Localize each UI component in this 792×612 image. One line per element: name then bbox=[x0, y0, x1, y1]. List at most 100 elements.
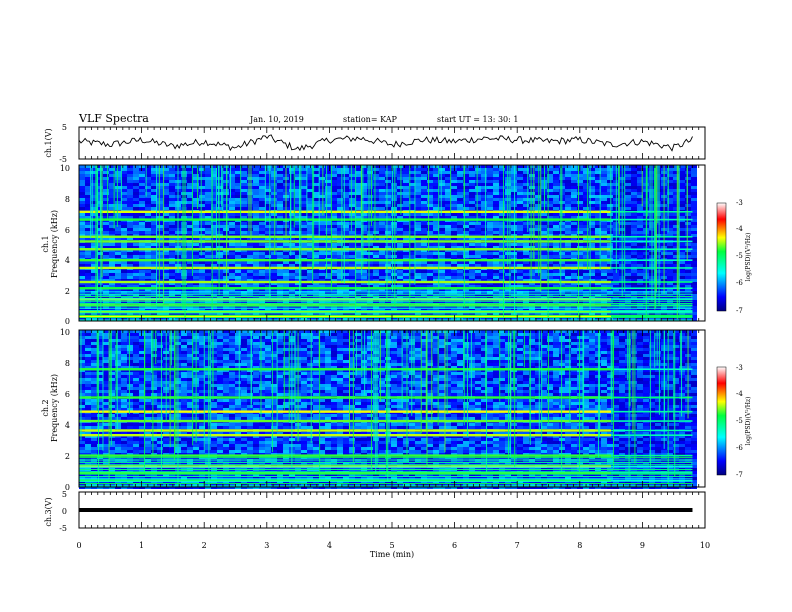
spectrogram-cell bbox=[97, 165, 103, 168]
spectrogram-cell bbox=[277, 270, 283, 273]
spectrogram-cell bbox=[127, 249, 133, 252]
spectrogram-cell bbox=[535, 237, 541, 240]
spectrogram-cell bbox=[163, 168, 169, 171]
spectrogram-cell bbox=[133, 261, 139, 264]
spectrogram-cell bbox=[247, 171, 253, 174]
spectrogram-cell bbox=[283, 261, 289, 264]
spectrogram-cell bbox=[133, 276, 139, 279]
spectrogram-cell bbox=[523, 201, 529, 204]
spectrogram-cell bbox=[277, 306, 283, 309]
spectrogram-cell bbox=[583, 180, 589, 183]
spectrogram-cell bbox=[595, 198, 601, 201]
spectrogram-cell bbox=[409, 168, 415, 171]
spectrogram-cell bbox=[481, 276, 487, 279]
spectrogram-cell bbox=[415, 291, 421, 294]
spectrogram-cell bbox=[295, 189, 301, 192]
spectrogram-cell bbox=[445, 231, 451, 234]
spectrogram-cell bbox=[457, 198, 463, 201]
spectrogram-cell bbox=[601, 192, 607, 195]
spectrogram-cell bbox=[457, 285, 463, 288]
spectrogram-cell bbox=[463, 225, 469, 228]
spectrogram-cell bbox=[133, 246, 139, 249]
spectrogram-cell bbox=[109, 222, 115, 225]
spectrogram-cell bbox=[247, 183, 253, 186]
spectrogram-cell bbox=[127, 255, 133, 258]
spectrogram-cell bbox=[403, 174, 409, 177]
spectrogram-cell bbox=[379, 291, 385, 294]
spectrogram-cell bbox=[163, 282, 169, 285]
spectrogram-cell bbox=[85, 306, 91, 309]
spectrogram-cell bbox=[541, 189, 547, 192]
spectrogram-cell bbox=[499, 264, 505, 267]
spectrogram-cell bbox=[535, 291, 541, 294]
spectrogram-cell bbox=[121, 195, 127, 198]
spectrogram-cell bbox=[457, 225, 463, 228]
spectrogram-cell bbox=[529, 225, 535, 228]
spectrogram-cell bbox=[181, 312, 187, 315]
spectrogram-cell bbox=[307, 306, 313, 309]
spectrogram-cell bbox=[217, 294, 223, 297]
spectrogram-cell bbox=[541, 255, 547, 258]
spectrogram-cell bbox=[463, 198, 469, 201]
spectrogram-cell bbox=[541, 288, 547, 291]
spectrogram-cell bbox=[241, 225, 247, 228]
spectrogram-cell bbox=[229, 192, 235, 195]
spectrogram-cell bbox=[121, 291, 127, 294]
spectrogram-cell bbox=[481, 252, 487, 255]
spectrogram-cell bbox=[613, 282, 619, 285]
spectrogram-cell bbox=[397, 252, 403, 255]
spectrogram-cell bbox=[367, 195, 373, 198]
spectrogram-cell bbox=[289, 246, 295, 249]
spectrogram-cell bbox=[289, 282, 295, 285]
spectrogram-cell bbox=[223, 171, 229, 174]
spectrogram-cell bbox=[145, 261, 151, 264]
spectrogram-cell bbox=[139, 282, 145, 285]
spectrogram-cell bbox=[379, 207, 385, 210]
spectrogram-cell bbox=[493, 291, 499, 294]
spectrogram-cell bbox=[253, 195, 259, 198]
spectrogram-cell bbox=[511, 288, 517, 291]
spectrogram-cell bbox=[625, 183, 631, 186]
spectrogram-cell bbox=[157, 201, 163, 204]
spectrogram-cell bbox=[223, 186, 229, 189]
spectrogram-cell bbox=[553, 201, 559, 204]
spectrogram-cell bbox=[451, 264, 457, 267]
spectrogram-cell bbox=[283, 264, 289, 267]
spectrogram-cell bbox=[277, 228, 283, 231]
spectrogram-cell bbox=[139, 198, 145, 201]
spectrogram-cell bbox=[205, 288, 211, 291]
spectrogram-cell bbox=[91, 276, 97, 279]
spectrogram-cell bbox=[307, 312, 313, 315]
spectrogram-cell bbox=[211, 273, 217, 276]
spectrogram-cell bbox=[361, 264, 367, 267]
spectrogram-cell bbox=[271, 249, 277, 252]
spectrogram-cell bbox=[595, 246, 601, 249]
spectrogram-cell bbox=[265, 171, 271, 174]
spectrogram-cell bbox=[409, 243, 415, 246]
spectrogram-cell bbox=[163, 192, 169, 195]
spectrogram-cell bbox=[229, 270, 235, 273]
spectrogram-cell bbox=[415, 264, 421, 267]
spectrogram-cell bbox=[103, 294, 109, 297]
spectrogram-cell bbox=[325, 306, 331, 309]
spectrogram-cell bbox=[445, 261, 451, 264]
spectrogram-cell bbox=[379, 171, 385, 174]
spectrogram-cell bbox=[409, 201, 415, 204]
spectrogram-cell bbox=[163, 306, 169, 309]
spectrogram-cell bbox=[205, 180, 211, 183]
spectrogram-cell bbox=[445, 306, 451, 309]
spectrogram-cell bbox=[271, 264, 277, 267]
spectrogram-cell bbox=[301, 213, 307, 216]
spectrogram-cell bbox=[337, 216, 343, 219]
spectrogram-cell bbox=[325, 261, 331, 264]
spectrogram-cell bbox=[145, 180, 151, 183]
spectrogram-cell bbox=[259, 288, 265, 291]
spectrogram-cell bbox=[79, 306, 85, 309]
spectrogram-cell bbox=[79, 177, 85, 180]
spectrogram-cell bbox=[103, 270, 109, 273]
spectrogram-cell bbox=[319, 183, 325, 186]
spectrogram-cell bbox=[589, 270, 595, 273]
spectrogram-cell bbox=[223, 198, 229, 201]
spectrogram-cell bbox=[331, 174, 337, 177]
spectrogram-cell bbox=[421, 204, 427, 207]
